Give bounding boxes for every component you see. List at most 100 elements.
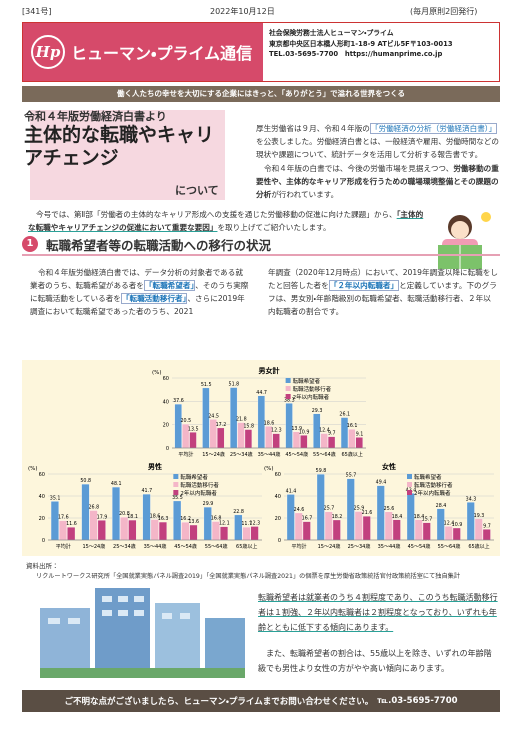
value-label: 22.8 <box>233 509 244 515</box>
bar <box>189 432 197 449</box>
value-label: 16.7 <box>302 516 313 522</box>
y-tick-label: 40 <box>39 494 45 500</box>
legend-label: 2年以内転職者 <box>293 393 330 401</box>
x-tick-label: 15～24歳 <box>202 451 225 458</box>
value-label: 41.7 <box>142 488 153 494</box>
section-title: 転職希望者等の転職活動への移行の状況 <box>46 237 272 253</box>
contact: TEL.03-5695-7700 https://humanprime.co.j… <box>269 50 443 58</box>
value-label: 35.1 <box>50 495 61 501</box>
bar <box>444 526 453 541</box>
x-tick-label: 25～34歳 <box>113 543 136 550</box>
chart: 男女計 (%) 0 20 40 60 平均計 15～24歳 25～34歳 35～44歳 45～54歳… <box>152 366 366 458</box>
value-label: 20.5 <box>181 418 192 424</box>
legend-swatch <box>285 378 291 383</box>
banner-title: ヒューマン・プライム通信 <box>71 44 253 63</box>
y-tick-label: 0 <box>166 446 169 452</box>
title-sub: について <box>175 184 219 197</box>
value-label: 26.1 <box>339 412 350 418</box>
x-tick-label: 55～64歳 <box>313 451 336 458</box>
legend-swatch <box>285 394 291 399</box>
y-tick-label: 40 <box>163 399 169 405</box>
footer-text: ご不明な点がございましたら、ヒューマン・プライムまでお問い合わせください。 <box>64 697 374 707</box>
x-tick-label: 45～54歳 <box>174 543 197 550</box>
bar <box>189 524 198 541</box>
source-text: リクルートワークス研究所「全国就業実態パネル調査2019」「全国就業実態パネル調… <box>36 573 461 580</box>
bar <box>474 518 483 541</box>
value-label: 17.2 <box>216 422 227 428</box>
value-label: 44.7 <box>256 390 267 396</box>
bar <box>285 403 293 449</box>
value-label: 55.7 <box>346 473 357 479</box>
bar <box>128 519 137 541</box>
value-label: 12.3 <box>271 428 282 434</box>
value-label: 26.8 <box>89 505 100 511</box>
y-tick-label: 20 <box>39 516 45 522</box>
value-label: 13.5 <box>188 426 199 432</box>
chart: 男性 (%) 0 20 40 60 平均計 15～24歳 25～34歳 35～44歳 45～54歳 5… <box>28 462 262 550</box>
value-label: 21.6 <box>362 510 373 516</box>
intro: 今号では、第Ⅱ部「労働者の主体的なキャリア形成への支援を通じた労働移動の促進に向… <box>28 208 428 234</box>
logo: Hp <box>31 35 65 69</box>
bar <box>242 526 251 541</box>
reader-illustration <box>438 212 491 269</box>
bar <box>97 520 106 541</box>
bar <box>332 519 341 541</box>
bar <box>362 516 371 541</box>
value-label: 34.3 <box>466 496 477 502</box>
text: を取り上げてご紹介いたします。 <box>217 223 331 232</box>
lead-para2: 令和４年版の白書では、今後の労働市場を見据えつつ、労働移動の重要性や、主体的なキ… <box>256 162 504 201</box>
bar <box>120 516 129 541</box>
value-label: 15.8 <box>243 424 254 430</box>
legend-label: 転職希望者 <box>293 377 321 385</box>
bar <box>452 527 461 541</box>
bar <box>422 522 431 541</box>
value-label: 29.3 <box>312 408 323 414</box>
bar <box>203 506 212 541</box>
tagline: 働く人たちの幸せを大切にする企業にはきっと、「ありがとう」で溢れる世界をつくる <box>22 86 500 102</box>
text: 令和４年版労働経済白書では、データ分析の対象者である就業者のうち、転職希望がある… <box>30 268 243 290</box>
y-tick-label: 60 <box>275 472 281 478</box>
x-tick-label: 65歳以上 <box>468 543 489 550</box>
bar <box>340 417 349 449</box>
value-label: 48.1 <box>111 481 122 487</box>
section-heading: 1 転職希望者等の転職活動への移行の状況 <box>22 234 500 256</box>
value-label: 19.3 <box>474 513 485 519</box>
buildings-illustration <box>40 588 245 678</box>
legend-label: 転職活動移行者 <box>414 481 453 489</box>
legend-swatch <box>173 474 179 479</box>
chart-title: 男女計 <box>259 366 280 375</box>
value-label: 16.3 <box>158 516 169 522</box>
text: 年調査（2020年12月時点）において、2019年調査以降に転職をしたと回答した… <box>268 268 498 290</box>
text: 厚生労働省は９月、令和４年版の <box>256 124 370 133</box>
x-tick-label: 35～44歳 <box>144 543 167 550</box>
legend-label: 転職希望者 <box>414 473 442 481</box>
value-label: 9.7 <box>328 431 336 437</box>
footer-tel: ℡.03-5695-7700 <box>377 696 458 706</box>
chart-title: 男性 <box>148 462 162 471</box>
x-tick-label: 15～24歳 <box>82 543 105 550</box>
emphasis: 「主体的な転職やキャリアチェンジの促進において重要な要因」 <box>28 210 424 232</box>
x-tick-label: 平均計 <box>56 543 71 550</box>
value-label: 18.6 <box>150 514 161 520</box>
highlight: 「労働経済の分析（労働経済白書）」 <box>369 123 498 134</box>
bar <box>320 433 328 449</box>
value-label: 11.7 <box>241 521 252 527</box>
x-tick-label: 55～64歳 <box>205 543 228 550</box>
y-tick-label: 20 <box>163 423 169 429</box>
value-label: 9.7 <box>483 523 491 529</box>
y-axis-label: (%) <box>264 466 274 472</box>
value-label: 18.6 <box>264 420 275 426</box>
legend-swatch <box>285 386 291 391</box>
value-label: 29.9 <box>203 501 214 507</box>
legend-label: 転職活動移行者 <box>293 385 332 393</box>
y-tick-label: 40 <box>275 494 281 500</box>
value-label: 18.2 <box>332 514 343 520</box>
value-label: 24.6 <box>294 507 305 513</box>
text: と定義しています。下のグラフは、男女別・年齢階級別の転職希望者、転職活動移行者、… <box>268 281 497 316</box>
value-label: 38.3 <box>284 397 295 403</box>
term: 「転職希望者」 <box>143 280 196 291</box>
value-label: 51.5 <box>201 382 212 388</box>
bar <box>174 403 182 449</box>
value-label: 13.9 <box>291 426 302 432</box>
value-label: 37.6 <box>173 398 184 404</box>
